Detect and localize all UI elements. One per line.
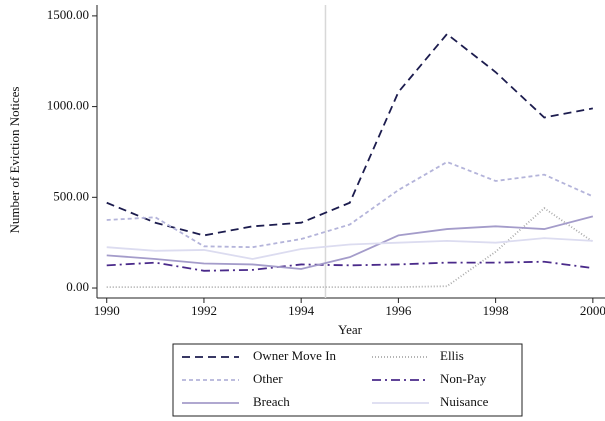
legend-box: [172, 343, 523, 417]
legend-label: Nuisance: [440, 394, 489, 409]
y-tick-label: 1500.00: [47, 7, 89, 22]
x-tick-label: 1996: [385, 303, 412, 318]
x-axis-label: Year: [338, 322, 363, 337]
series-line: [106, 32, 594, 237]
legend-label: Other: [253, 371, 283, 386]
series-line: [106, 207, 594, 289]
y-tick-label: 500.00: [53, 188, 89, 203]
legend-label: Owner Move In: [253, 348, 337, 363]
legend-label: Non-Pay: [440, 371, 487, 386]
series-line: [106, 215, 594, 270]
y-axis-label: Number of Eviction Notices: [7, 87, 22, 234]
legend-label: Ellis: [440, 348, 464, 363]
x-tick-label: 1994: [288, 303, 315, 318]
x-tick-label: 1992: [191, 303, 217, 318]
x-tick-label: 1990: [94, 303, 120, 318]
series-line: [106, 237, 593, 260]
y-tick-label: 1000.00: [47, 98, 89, 113]
series-line: [106, 160, 594, 249]
x-tick-label: 2000: [580, 303, 605, 318]
y-tick-label: 0.00: [66, 279, 89, 294]
x-tick-label: 1998: [483, 303, 509, 318]
legend-label: Breach: [253, 394, 290, 409]
series-line: [106, 260, 593, 272]
